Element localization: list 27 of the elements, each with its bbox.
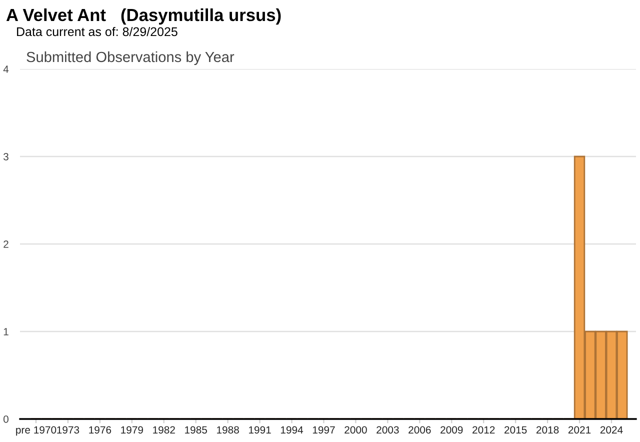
x-tick-label: 1973 xyxy=(57,426,80,434)
text: Submitted Observations by Year xyxy=(26,51,234,66)
y-tick-label: 3 xyxy=(3,153,8,160)
x-tick-label: 2021 xyxy=(568,426,591,434)
chart-subtitle: Data current as of: 8/29/2025 xyxy=(17,26,178,36)
x-tick-label: 2003 xyxy=(376,426,399,434)
x-tick-label: pre 1970 xyxy=(16,426,56,436)
y-tick-label: 0 xyxy=(4,416,8,423)
x-tick-label: 2015 xyxy=(504,426,527,434)
x-tick-label: 1985 xyxy=(185,426,207,434)
y-tick-label: 1 xyxy=(4,328,8,336)
y-tick-label: 2 xyxy=(4,240,8,248)
x-tick-label: 1991 xyxy=(249,426,271,434)
x-tick-label: 2012 xyxy=(472,426,495,434)
x-tick-label: 1976 xyxy=(89,426,112,434)
x-tick-label: 1988 xyxy=(217,426,239,434)
x-tick-label: 1982 xyxy=(153,426,175,434)
x-tick-label: 2000 xyxy=(344,426,367,434)
x-tick-label: 2024 xyxy=(600,426,623,434)
x-tick-label: 2018 xyxy=(536,426,559,434)
x-tick-label: 2006 xyxy=(408,426,431,434)
x-tick-label: 1994 xyxy=(280,426,304,434)
chart-title: A Velvet Ant (Dasymutilla ursus) xyxy=(6,8,281,25)
x-tick-label: 2009 xyxy=(440,426,463,434)
x-tick-label: 1997 xyxy=(312,426,335,434)
y-tick-label: 4 xyxy=(3,66,9,73)
x-tick-label: 1979 xyxy=(121,426,143,434)
